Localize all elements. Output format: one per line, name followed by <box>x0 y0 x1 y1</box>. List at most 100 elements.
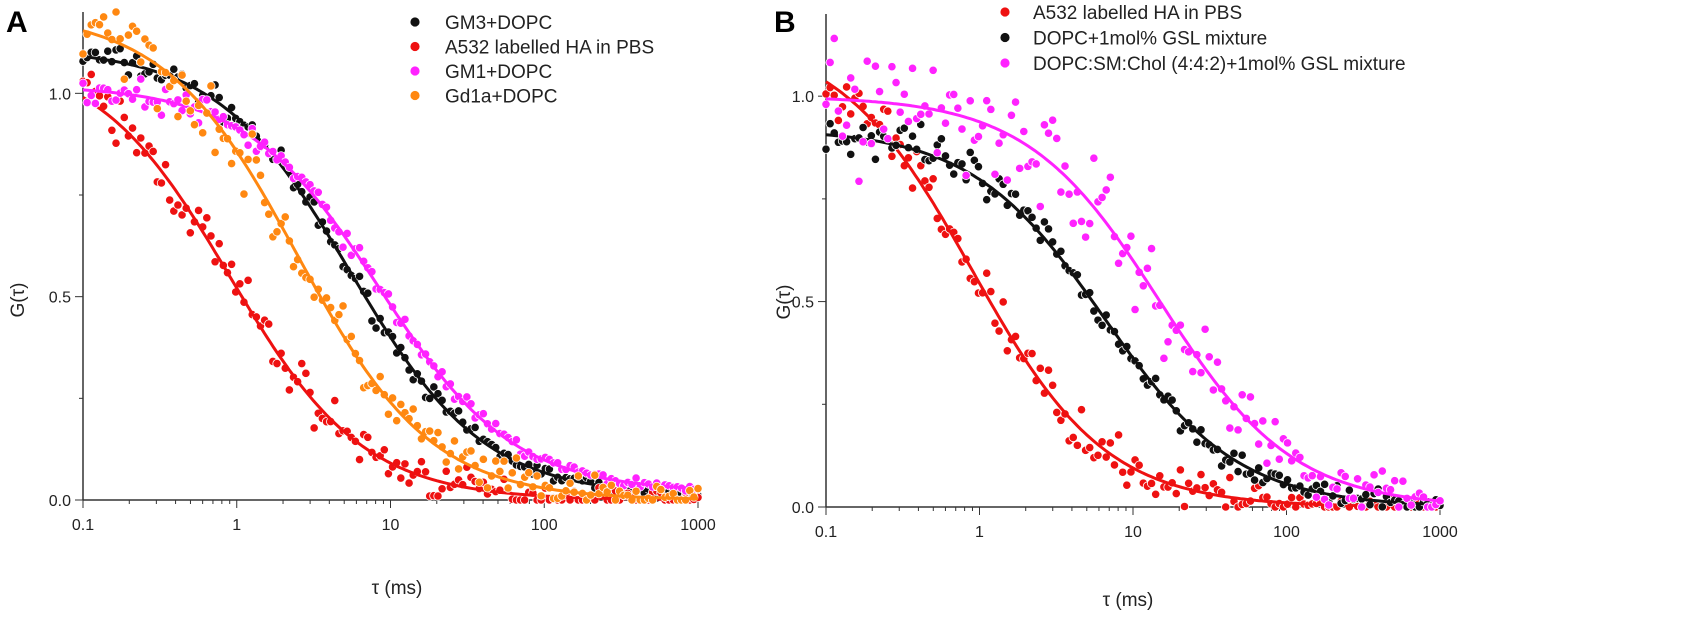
data-point <box>1105 438 1115 448</box>
data-point <box>1097 192 1107 203</box>
legend-marker <box>409 65 421 77</box>
legend-marker <box>999 57 1011 69</box>
legend-label: A532 labelled HA in PBS <box>445 38 654 59</box>
data-point <box>1163 337 1173 347</box>
data-point <box>891 77 901 88</box>
data-point <box>478 454 488 464</box>
data-point <box>156 110 167 120</box>
data-point <box>1274 454 1284 464</box>
data-point <box>973 131 984 142</box>
data-point <box>264 209 274 219</box>
data-point <box>1221 502 1231 512</box>
series-dopc-sm-chol-4-4-2-1mol-gsl-mixture <box>821 33 1445 512</box>
data-point <box>907 63 918 73</box>
data-point <box>1134 460 1144 470</box>
y-tick-label: 0.5 <box>792 295 814 312</box>
data-point <box>383 409 394 419</box>
data-point <box>1204 352 1214 362</box>
data-point <box>532 471 542 481</box>
data-point <box>858 122 868 133</box>
data-point <box>429 382 439 392</box>
x-tick-label: 1 <box>975 524 984 541</box>
data-point <box>181 96 191 106</box>
data-point <box>1015 163 1025 173</box>
data-point <box>1019 126 1029 137</box>
data-point <box>416 457 427 467</box>
data-point <box>371 323 381 333</box>
data-point <box>994 326 1004 336</box>
data-point <box>503 483 513 493</box>
panel-label: B <box>774 6 796 39</box>
series-a532-labelled-ha-in-pbs <box>78 69 703 505</box>
data-point <box>1233 425 1243 435</box>
data-point <box>86 90 96 100</box>
data-point <box>495 466 505 477</box>
data-point <box>354 271 365 281</box>
data-point <box>379 445 389 455</box>
data-point <box>462 392 472 402</box>
data-point <box>1118 467 1128 477</box>
data-point <box>1052 133 1062 144</box>
data-point <box>1056 415 1066 425</box>
data-point <box>1254 439 1264 449</box>
data-point <box>887 62 897 72</box>
data-point <box>1377 466 1387 476</box>
data-point <box>1196 469 1206 480</box>
data-point <box>990 318 1000 328</box>
data-point <box>243 275 253 285</box>
data-point <box>136 133 146 143</box>
data-point <box>239 189 249 199</box>
data-point <box>520 495 530 505</box>
data-point <box>309 423 319 433</box>
data-point <box>119 112 129 123</box>
data-point <box>1043 365 1054 375</box>
data-point <box>899 89 909 99</box>
data-point <box>850 84 860 94</box>
data-point <box>243 140 253 150</box>
data-point <box>916 109 926 119</box>
data-point <box>1027 348 1037 359</box>
data-point <box>346 250 356 260</box>
x-axis-label: τ (ms) <box>1103 590 1154 611</box>
data-point <box>111 138 121 148</box>
legend-marker <box>999 6 1011 18</box>
data-point <box>247 129 257 139</box>
data-point <box>1175 465 1185 475</box>
data-point <box>862 56 872 66</box>
data-point <box>957 124 967 134</box>
data-point <box>363 432 373 442</box>
data-point <box>1344 485 1354 495</box>
data-point <box>330 395 340 406</box>
data-point <box>1348 493 1359 503</box>
data-point <box>334 310 344 320</box>
data-point <box>846 149 856 159</box>
legend-marker <box>409 41 421 52</box>
data-point <box>969 155 979 165</box>
data-point <box>986 286 996 297</box>
data-point <box>1390 476 1400 486</box>
data-point <box>986 104 996 114</box>
data-point <box>1212 357 1223 367</box>
data-point <box>1151 373 1161 384</box>
data-point <box>420 467 431 477</box>
data-point <box>1262 458 1272 468</box>
series-gm3-dopc <box>78 44 703 503</box>
data-point <box>821 144 831 154</box>
data-point <box>1113 258 1124 268</box>
data-point <box>928 65 938 75</box>
data-point <box>899 123 909 133</box>
data-point <box>1027 212 1037 222</box>
data-point <box>982 96 992 106</box>
x-tick-label: 1000 <box>1422 524 1458 541</box>
data-point <box>478 409 488 419</box>
data-point <box>1076 216 1087 226</box>
data-point <box>1039 217 1050 227</box>
data-point <box>99 12 109 22</box>
data-point <box>264 319 274 329</box>
data-point <box>206 81 216 91</box>
data-point <box>1249 475 1260 485</box>
data-point <box>837 131 848 141</box>
data-point <box>1085 218 1095 229</box>
data-point <box>1072 440 1082 450</box>
data-point <box>1196 368 1206 378</box>
